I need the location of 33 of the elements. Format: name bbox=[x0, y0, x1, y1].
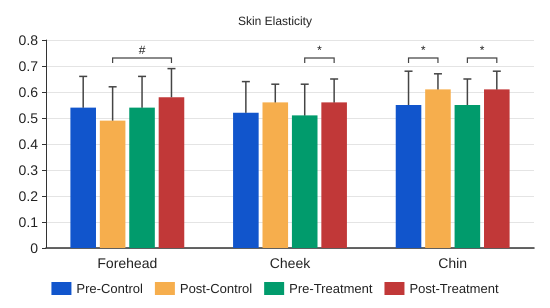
legend-label: Pre-Control bbox=[76, 281, 144, 296]
bar bbox=[233, 112, 259, 248]
bar bbox=[129, 108, 155, 248]
bar bbox=[454, 105, 480, 248]
bar bbox=[484, 89, 510, 248]
y-tick-label: 0.4 bbox=[18, 136, 38, 152]
chart-title: Skin Elasticity bbox=[238, 14, 312, 28]
x-tick-label: Chin bbox=[438, 255, 468, 271]
bar bbox=[396, 105, 422, 248]
legend-label: Pre-Treatment bbox=[289, 281, 373, 296]
annotation: * bbox=[480, 43, 485, 57]
bar bbox=[425, 89, 451, 248]
y-tick-label: 0.5 bbox=[18, 110, 38, 126]
annotation: # bbox=[138, 43, 146, 57]
bar bbox=[100, 120, 126, 248]
bar bbox=[262, 102, 288, 248]
bar bbox=[158, 97, 184, 248]
legend-label: Post-Treatment bbox=[409, 281, 499, 296]
y-tick-label: 0.7 bbox=[18, 58, 38, 74]
annotation: * bbox=[420, 43, 426, 57]
bar bbox=[321, 102, 347, 248]
y-tick-label: 0 bbox=[30, 240, 38, 256]
annotation: * bbox=[317, 43, 322, 57]
y-tick-label: 0.2 bbox=[18, 188, 38, 204]
bar bbox=[292, 115, 318, 248]
y-tick-label: 0.3 bbox=[18, 162, 38, 178]
legend-label: Post-Control bbox=[180, 281, 252, 296]
bar bbox=[70, 108, 96, 248]
x-tick-label: Cheek bbox=[270, 255, 312, 271]
y-tick-label: 0.1 bbox=[18, 214, 38, 230]
x-tick-label: Forehead bbox=[97, 255, 158, 271]
y-tick-label: 0.6 bbox=[18, 84, 38, 100]
y-tick-label: 0.8 bbox=[18, 32, 38, 48]
